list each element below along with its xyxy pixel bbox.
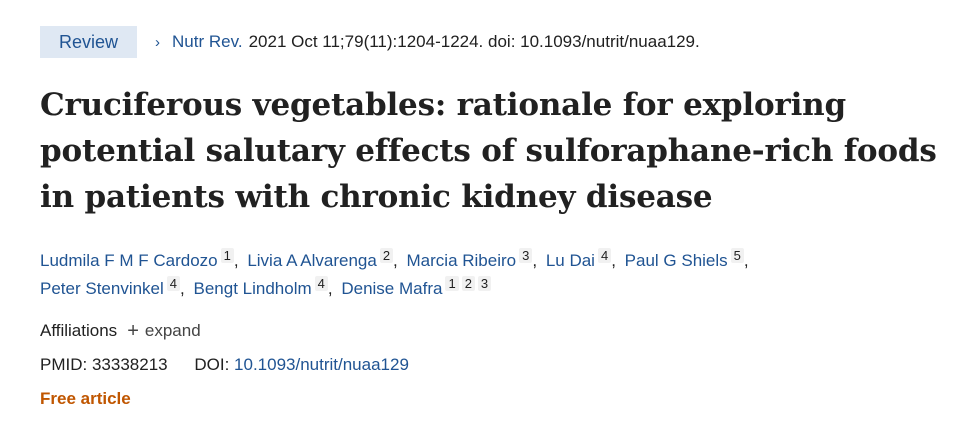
title-line: potential salutary effects of sulforapha…	[40, 133, 937, 169]
author-link[interactable]: Ludmila F M F Cardozo	[40, 251, 218, 270]
identifiers-row: PMID: 33338213 DOI: 10.1093/nutrit/nuaa1…	[40, 353, 950, 377]
plus-icon[interactable]: +	[127, 320, 139, 342]
separator: ,	[327, 279, 333, 298]
separator: ,	[611, 251, 616, 270]
title-line: in patients with chronic kidney disease	[40, 179, 713, 215]
author-link[interactable]: Peter Stenvinkel	[40, 279, 164, 298]
citation-text: 2021 Oct 11;79(11):1204-1224. doi: 10.10…	[248, 32, 700, 51]
affiliation-number[interactable]: 2	[379, 248, 394, 263]
author-link[interactable]: Bengt Lindholm	[193, 279, 312, 298]
author-link[interactable]: Lu Dai	[545, 251, 595, 270]
affiliation-number[interactable]: 2	[461, 276, 475, 291]
author-link[interactable]: Denise Mafra	[341, 279, 443, 298]
pmid-label: PMID:	[40, 355, 88, 374]
affiliation-number[interactable]: 4	[597, 248, 612, 263]
chevron-right-icon: ›	[155, 33, 161, 51]
expand-affiliations-button[interactable]: expand	[144, 321, 201, 340]
authors-list: Ludmila F M F Cardozo 1, Livia A Alvareng…	[40, 247, 950, 303]
doi-label: DOI:	[194, 355, 230, 374]
author-link[interactable]: Marcia Ribeiro	[406, 251, 517, 270]
author-link[interactable]: Livia A Alvarenga	[247, 251, 377, 270]
affiliations-row: Affiliations + expand	[40, 319, 950, 343]
affiliation-number[interactable]: 4	[314, 276, 328, 291]
free-article-label: Free article	[40, 389, 131, 408]
separator: ,	[743, 251, 749, 270]
affiliation-number[interactable]: 3	[477, 276, 492, 291]
separator: ,	[532, 251, 538, 270]
affiliation-number[interactable]: 1	[220, 248, 234, 263]
article-title: Cruciferous vegetables: rationale for ex…	[40, 82, 950, 220]
affiliation-number[interactable]: 3	[519, 248, 533, 263]
doi-link[interactable]: 10.1093/nutrit/nuaa129	[234, 355, 409, 374]
title-line: Cruciferous vegetables: rationale for ex…	[40, 87, 846, 123]
journal-link[interactable]: Nutr Rev.	[172, 32, 243, 51]
publication-type-badge: Review	[40, 26, 138, 58]
publication-meta: Review › Nutr Rev. 2021 Oct 11;79(11):12…	[40, 26, 950, 58]
article-header: Review › Nutr Rev. 2021 Oct 11;79(11):12…	[40, 26, 950, 411]
affiliations-label: Affiliations	[40, 321, 118, 340]
separator: ,	[180, 279, 185, 298]
separator: ,	[233, 251, 239, 270]
affiliation-number[interactable]: 4	[166, 276, 181, 291]
author-link[interactable]: Paul G Shiels	[624, 251, 728, 270]
affiliation-number[interactable]: 1	[445, 276, 459, 291]
affiliation-number[interactable]: 5	[730, 248, 744, 263]
separator: ,	[393, 251, 398, 270]
pmid-value: 33338213	[91, 355, 168, 374]
